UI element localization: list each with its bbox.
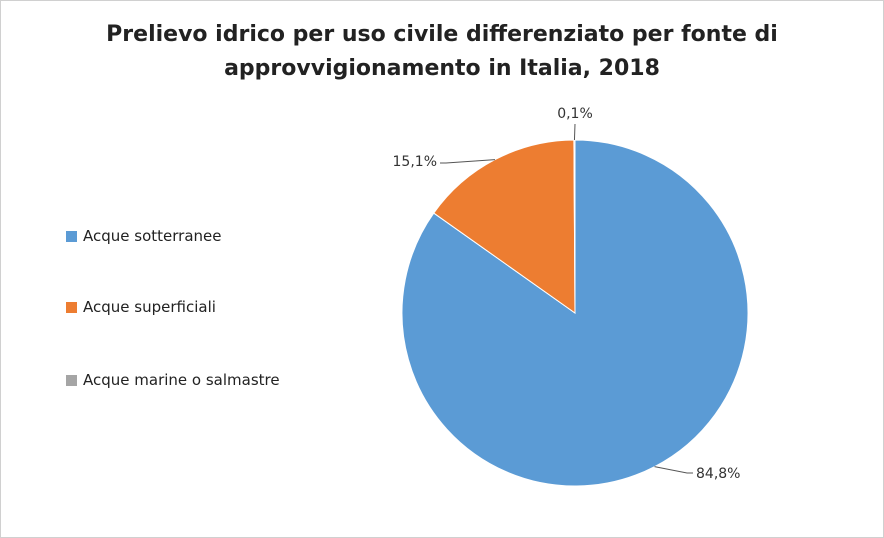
legend-label-acque-marine: Acque marine o salmastre xyxy=(83,371,280,389)
data-label-acque-superficiali: 15,1% xyxy=(393,154,437,170)
chart-title: Prelievo idrico per uso civile differenz… xyxy=(0,18,884,86)
pie-slice-acque-superficiali xyxy=(433,139,576,314)
legend-label-acque-superficiali: Acque superficiali xyxy=(83,298,216,316)
data-label-acque-sotterranee: 84,8% xyxy=(696,466,740,482)
legend-swatch-acque-marine xyxy=(66,374,77,386)
legend-label-acque-sotterranee: Acque sotterranee xyxy=(83,227,222,245)
legend-swatch-acque-sotterranee xyxy=(66,230,77,242)
leader-line-acque-marine xyxy=(573,123,576,141)
legend-item-acque-marine: Acque marine o salmastre xyxy=(66,370,280,390)
leader-line-acque-sotterranee xyxy=(654,466,693,474)
leader-line-acque-superficiali xyxy=(440,159,496,164)
data-label-acque-marine: 0,1% xyxy=(557,106,593,122)
chart-title-line-2: approvvigionamento in Italia, 2018 xyxy=(224,56,660,81)
chart-title-line-1: Prelievo idrico per uso civile differenz… xyxy=(106,22,778,47)
legend-item-acque-sotterranee: Acque sotterranee xyxy=(66,226,221,246)
legend-swatch-acque-superficiali xyxy=(66,301,77,313)
legend-item-acque-superficiali: Acque superficiali xyxy=(66,297,216,317)
